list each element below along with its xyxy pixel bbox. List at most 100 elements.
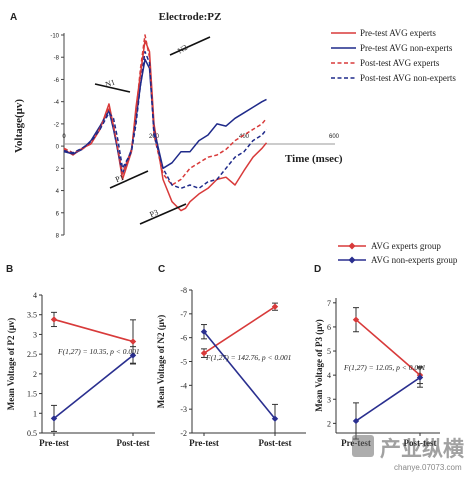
data-point [129, 338, 137, 345]
y-tick-label: -8 [180, 286, 187, 295]
y-tick-label: -7 [180, 310, 187, 319]
panel-a-y-tick-label: 2 [56, 167, 60, 173]
data-point [50, 415, 58, 422]
p3-label: P3 [148, 208, 159, 220]
stat-annotation: F(1,27) = 10.35, p < 0.001 [57, 347, 140, 356]
y-tick-label: 2 [33, 370, 37, 379]
watermark-text: 产业纵横 [380, 437, 464, 461]
y-axis-label: Mean Voltage of P3 (μv) [314, 319, 324, 412]
legend-nonexperts-label: AVG non-experts group [371, 255, 458, 265]
legend-label-0: Pre-test AVG experts [360, 28, 436, 38]
panel-a-y-tick-label: 6 [56, 211, 60, 217]
x-tick-label: Pre-test [189, 438, 219, 448]
y-tick-label: 5 [327, 347, 331, 356]
data-point [200, 328, 208, 335]
y-tick-label: 7 [327, 299, 331, 308]
panel-a-series-2 [63, 34, 268, 186]
panel-a-series-3 [63, 50, 268, 190]
panel-a-y-tick-label: 4 [56, 189, 60, 195]
y-tick-label: 2 [327, 419, 331, 428]
y-tick-label: 4 [33, 291, 37, 300]
panel-label-d: D [314, 264, 321, 275]
panel-a-y-tick-label: -8 [54, 56, 60, 62]
panel-label-b: B [6, 264, 13, 275]
y-tick-label: 0.5 [27, 429, 37, 438]
panel-a-y-tick-label: -4 [54, 100, 60, 106]
series-line-1 [203, 331, 276, 420]
data-point [352, 417, 360, 425]
series-line-0 [355, 319, 421, 376]
data-point [271, 415, 279, 422]
panel-label-a: A [10, 12, 17, 23]
panel-a-ylabel: Voltage(μv) [13, 99, 25, 153]
data-point [50, 316, 58, 323]
panel-a-x-tick-label: 600 [329, 134, 340, 140]
stat-annotation: F(1,27) = 142.76, p < 0.001 [205, 353, 291, 362]
panel-a-legend: Pre-test AVG experts Pre-test AVG non-exp… [331, 28, 456, 83]
x-tick-label: Pre-test [39, 438, 69, 448]
legend-nonexperts-marker [348, 256, 356, 264]
legend-experts-label: AVG experts group [371, 241, 441, 251]
y-axis-label: Mean Voltage of P2 (μv) [6, 318, 16, 411]
panel-a-xlabel: Time (msec) [285, 153, 343, 165]
component-markers: N1 N2 P1 P3 [94, 36, 211, 225]
y-tick-label: 1 [33, 409, 37, 418]
series-line-1 [53, 354, 134, 420]
y-tick-label: -3 [180, 405, 187, 414]
y-axis-label: Mean Voltage of N2 (μv) [156, 315, 166, 409]
watermark: 产业纵横 chanye.07073.com [352, 435, 464, 472]
panel-a-waveforms [63, 34, 268, 212]
stat-annotation: F(1,27) = 12.05, p < 0.001 [343, 363, 426, 372]
y-tick-label: 4 [327, 371, 331, 380]
data-point [352, 316, 360, 323]
panel-a-y-tick-label: -2 [54, 122, 60, 128]
series-line-1 [355, 376, 421, 422]
legend-label-2: Post-test AVG experts [360, 58, 440, 68]
y-tick-label: 6 [327, 323, 331, 332]
x-tick-label: Post-test [404, 438, 437, 448]
n2-label: N2 [176, 43, 189, 56]
p1-marker [109, 170, 149, 189]
panel-a-x-tick-label: 0 [62, 134, 66, 140]
n2-marker [169, 36, 211, 56]
panel-label-c: C [158, 264, 165, 275]
y-tick-label: -2 [180, 429, 187, 438]
n1-label: N1 [104, 78, 116, 90]
panel-a-x-tick-label: 400 [239, 134, 250, 140]
x-tick-label: Post-test [259, 438, 292, 448]
y-tick-label: 1.5 [27, 390, 37, 399]
y-tick-label: 3.5 [27, 311, 37, 320]
panel-b: 0.5 1 1.5 2 2.5 3 3.5 4 Pre-test Post-test Mean Vo… [6, 291, 155, 448]
y-tick-label: -4 [180, 381, 187, 390]
p1-label: P1 [114, 173, 125, 185]
watermark-logo-icon [352, 435, 374, 457]
panel-a-y-tick-label: 8 [56, 234, 60, 240]
data-point [416, 374, 424, 381]
panel-a-y-tick-label: -10 [50, 34, 59, 40]
group-legend: AVG experts group AVG non-experts group [338, 241, 458, 265]
y-tick-label: 3 [33, 330, 37, 339]
n1-marker [94, 83, 131, 93]
y-tick-label: -5 [180, 358, 187, 367]
p3-marker [139, 203, 187, 225]
y-tick-label: 3 [327, 395, 331, 404]
y-tick-label: 2.5 [27, 350, 37, 359]
data-point [129, 352, 137, 359]
data-point [200, 349, 208, 357]
series-line-0 [203, 306, 276, 354]
panel-a-series-1 [63, 58, 267, 175]
data-point [271, 303, 279, 310]
panel-a: A Electrode:PZ Voltage(μv) -10-8-6-4-202… [10, 11, 456, 240]
panel-a-y-tick-label: -6 [54, 78, 60, 84]
panel-a-series-0 [63, 39, 268, 212]
panel-a-y-tick-label: 0 [56, 145, 60, 151]
series-line-0 [53, 318, 134, 343]
watermark-url: chanye.07073.com [394, 463, 462, 472]
y-tick-label: -6 [180, 334, 187, 343]
legend-label-3: Post-test AVG non-experts [360, 73, 456, 83]
x-tick-label: Post-test [117, 438, 150, 448]
